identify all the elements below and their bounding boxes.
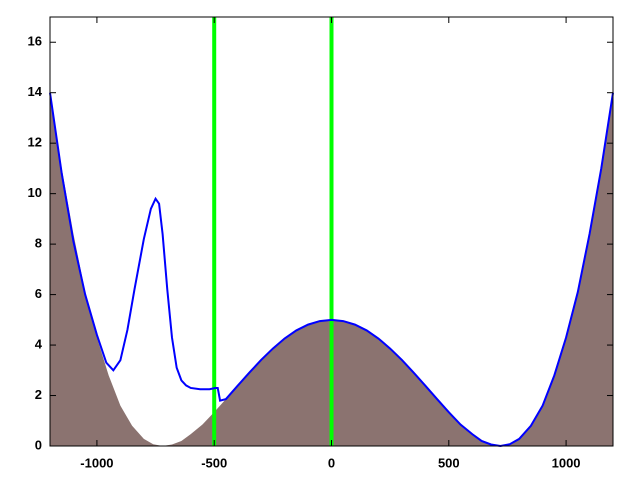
x-tick-label: 0 bbox=[328, 455, 335, 470]
y-tick-label: 4 bbox=[35, 336, 43, 351]
x-tick-label: -500 bbox=[201, 455, 227, 470]
y-tick-label: 2 bbox=[35, 387, 42, 402]
y-tick-label: 14 bbox=[28, 84, 43, 99]
y-tick-label: 6 bbox=[35, 286, 42, 301]
y-tick-label: 0 bbox=[35, 437, 42, 452]
x-tick-label: -1000 bbox=[80, 455, 113, 470]
y-tick-label: 10 bbox=[28, 185, 42, 200]
y-tick-label: 8 bbox=[35, 236, 42, 251]
y-tick-label: 16 bbox=[28, 34, 42, 49]
x-tick-label: 500 bbox=[438, 455, 460, 470]
y-tick-label: 12 bbox=[28, 135, 42, 150]
x-tick-label: 1000 bbox=[552, 455, 581, 470]
